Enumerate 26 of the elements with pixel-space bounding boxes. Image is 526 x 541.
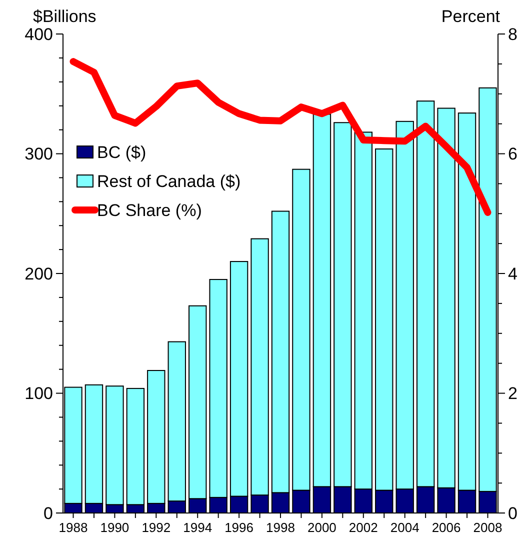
y2-tick-label: 2: [508, 384, 518, 404]
legend-label: BC Share (%): [97, 200, 202, 220]
x-tick-label: 2008: [473, 520, 502, 535]
x-tick-label: 2006: [432, 520, 461, 535]
x-tick-label: 2000: [307, 520, 336, 535]
y-tick-label: 300: [24, 144, 53, 164]
x-tick-label: 2002: [348, 520, 378, 535]
y-tick-label: 400: [24, 24, 53, 44]
x-tick-label: 1996: [224, 520, 254, 535]
x-tick-label: 1998: [266, 520, 295, 535]
y-axis-title: $Billions: [33, 7, 96, 26]
x-tick-label: 1990: [100, 520, 130, 535]
y-tick-label: 200: [24, 264, 53, 284]
legend-label: Rest of Canada ($): [97, 172, 241, 191]
x-tick-label: 1988: [58, 520, 88, 535]
y2-tick-label: 8: [508, 24, 518, 44]
x-tick-label: 2004: [390, 520, 420, 535]
y2-tick-label: 4: [508, 264, 518, 284]
y2-axis-title: Percent: [441, 7, 500, 26]
y-tick-label: 0: [44, 504, 53, 523]
y-tick-label: 100: [24, 384, 53, 404]
x-tick-label: 1992: [142, 520, 171, 535]
y2-tick-label: 0: [508, 504, 518, 523]
legend-label: BC ($): [97, 142, 146, 162]
x-tick-label: 1994: [183, 520, 212, 535]
y2-tick-label: 6: [508, 144, 518, 164]
